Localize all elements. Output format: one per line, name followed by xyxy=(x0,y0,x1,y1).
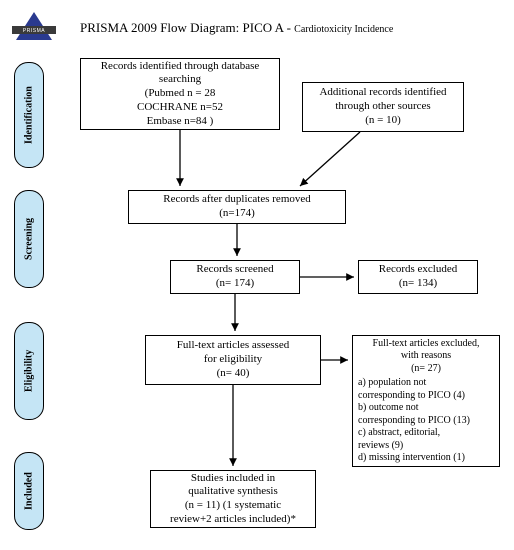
text: Additional records identified xyxy=(319,86,446,100)
box-screened: Records screened (n= 174) xyxy=(170,260,300,294)
box-included: Studies included in qualitative synthesi… xyxy=(150,470,316,528)
prisma-logo: PRISMA xyxy=(12,12,56,42)
text: Records excluded xyxy=(379,263,458,277)
text: qualitative synthesis xyxy=(188,485,278,499)
text: Records identified through database xyxy=(101,60,260,74)
box-db-search: Records identified through database sear… xyxy=(80,58,280,130)
box-fulltext-excluded: Full-text articles excluded, with reason… xyxy=(352,335,500,467)
text: (n= 40) xyxy=(217,367,250,381)
box-after-dup: Records after duplicates removed (n=174) xyxy=(128,190,346,224)
phase-screening: Screening xyxy=(14,190,44,288)
text: Full-text articles excluded, xyxy=(373,338,480,349)
text: Full-text articles assessed xyxy=(177,339,289,353)
text: Studies included in xyxy=(191,472,275,486)
text: corresponding to PICO (4) xyxy=(358,390,465,401)
box-additional: Additional records identified through ot… xyxy=(302,82,464,132)
text: review+2 articles included)* xyxy=(170,513,296,527)
text: c) abstract, editorial, xyxy=(358,427,440,438)
text: (n=174) xyxy=(219,207,255,221)
text: Embase n=84 ) xyxy=(147,115,214,129)
text: (n= 27) xyxy=(411,363,441,374)
phase-included: Included xyxy=(14,452,44,530)
text: Records after duplicates removed xyxy=(163,193,311,207)
text: through other sources xyxy=(335,100,430,114)
text: (n= 134) xyxy=(399,277,437,291)
text: b) outcome not xyxy=(358,402,419,413)
text: with reasons xyxy=(401,350,451,361)
text: (n= 174) xyxy=(216,277,254,291)
text: COCHRANE n=52 xyxy=(137,101,223,115)
text: a) population not xyxy=(358,377,426,388)
text: reviews (9) xyxy=(358,440,403,451)
box-fulltext: Full-text articles assessed for eligibil… xyxy=(145,335,321,385)
text: (Pubmed n = 28 xyxy=(145,87,216,101)
text: (n = 10) xyxy=(365,114,401,128)
text: for eligibility xyxy=(204,353,262,367)
text: Records screened xyxy=(196,263,273,277)
text: corresponding to PICO (13) xyxy=(358,415,470,426)
page-title: PRISMA 2009 Flow Diagram: PICO A - Cardi… xyxy=(80,20,393,36)
title-main: PRISMA 2009 Flow Diagram: PICO A - xyxy=(80,20,294,35)
svg-text:PRISMA: PRISMA xyxy=(23,28,45,34)
phase-eligibility: Eligibility xyxy=(14,322,44,420)
text: searching xyxy=(159,73,201,87)
title-sub: Cardiotoxicity Incidence xyxy=(294,24,393,35)
text: d) missing intervention (1) xyxy=(358,452,465,463)
box-excluded-screen: Records excluded (n= 134) xyxy=(358,260,478,294)
text: (n = 11) (1 systematic xyxy=(185,499,281,513)
phase-identification: Identification xyxy=(14,62,44,168)
